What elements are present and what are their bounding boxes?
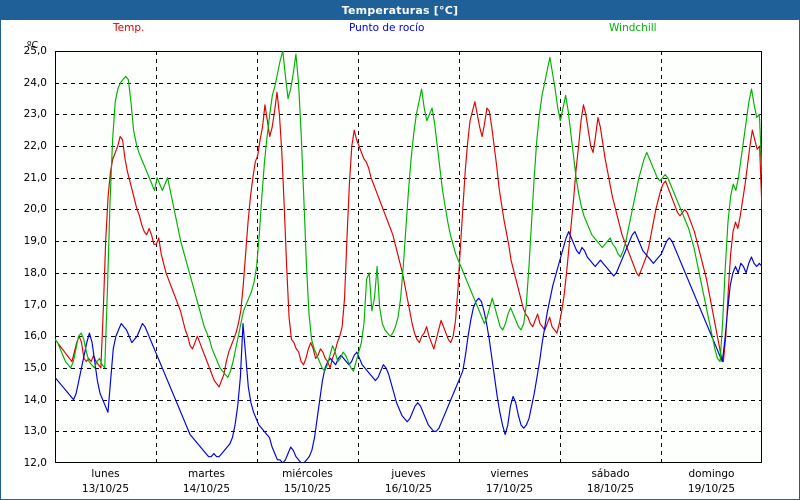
x-axis-tick-label: domingo 19/10/25 (688, 467, 735, 497)
y-axis-tick-label: 18,0 (23, 266, 47, 279)
y-axis-tick-label: 23,0 (23, 108, 47, 121)
x-axis-day-name: viernes (490, 468, 529, 480)
y-axis-tick-label: 22,0 (23, 140, 47, 153)
y-axis-tick-label: 13,0 (23, 425, 47, 438)
x-axis-day-name: lunes (91, 468, 120, 480)
y-axis-unit-label: ºC (27, 40, 39, 51)
x-axis-day-date: 18/10/25 (586, 483, 635, 495)
x-axis-tick-label: lunes 13/10/25 (82, 467, 129, 497)
x-axis-day-date: 13/10/25 (81, 483, 130, 495)
x-axis-tick-label: jueves 16/10/25 (385, 467, 432, 497)
y-axis-tick-label: 17,0 (23, 298, 47, 311)
series-line-temp (55, 91, 762, 388)
page-title: Temperaturas [°C] (341, 4, 459, 17)
plot-series (55, 51, 762, 463)
chart-legend: Temp. Punto de rocío Windchill (1, 22, 799, 39)
y-axis-tick-label: 12,0 (23, 457, 47, 469)
x-axis-day-name: miércoles (282, 468, 333, 480)
x-axis-day-name: domingo (688, 468, 735, 480)
x-axis-day-name: martes (187, 468, 226, 480)
y-axis-labels: 25,0 24,0 23,0 22,0 21,0 20,0 19,0 18,0 17,0 16,0… (1, 45, 53, 469)
y-axis-tick-label: 25,0 (23, 45, 47, 57)
x-axis-day-date: 17/10/25 (485, 483, 534, 495)
y-axis-tick-label: 19,0 (23, 235, 47, 248)
y-axis-tick-label: 16,0 (23, 330, 47, 343)
y-axis-tick-label: 15,0 (23, 361, 47, 374)
x-axis-tick-label: viernes 17/10/25 (486, 467, 533, 497)
y-axis-tick-label: 24,0 (23, 76, 47, 89)
window-title-bar: Temperaturas [°C] (1, 1, 799, 20)
series-line-windchill (55, 51, 762, 379)
x-axis-tick-label: miércoles 15/10/25 (282, 467, 333, 497)
x-axis-day-date: 15/10/25 (283, 483, 332, 495)
x-axis-labels: lunes 13/10/25 martes 14/10/25 miércoles 15/1… (1, 467, 800, 499)
plot-area (55, 51, 762, 463)
x-axis-tick-label: martes 14/10/25 (183, 467, 230, 497)
series-line-dewpoint (55, 231, 762, 463)
y-axis-tick-label: 21,0 (23, 171, 47, 184)
legend-item-dewpoint: Punto de rocío (349, 22, 425, 34)
x-axis-day-date: 19/10/25 (687, 483, 736, 495)
x-axis-tick-label: sábado 18/10/25 (587, 467, 634, 497)
y-axis-tick-label: 20,0 (23, 203, 47, 216)
x-axis-day-date: 16/10/25 (384, 483, 433, 495)
x-axis-day-name: jueves (391, 468, 426, 480)
plot-frame (55, 51, 762, 463)
legend-item-windchill: Windchill (609, 22, 657, 34)
x-axis-day-name: sábado (591, 468, 630, 480)
x-axis-day-date: 14/10/25 (182, 483, 231, 495)
legend-item-temp: Temp. (113, 22, 145, 34)
y-axis-tick-label: 14,0 (23, 393, 47, 406)
